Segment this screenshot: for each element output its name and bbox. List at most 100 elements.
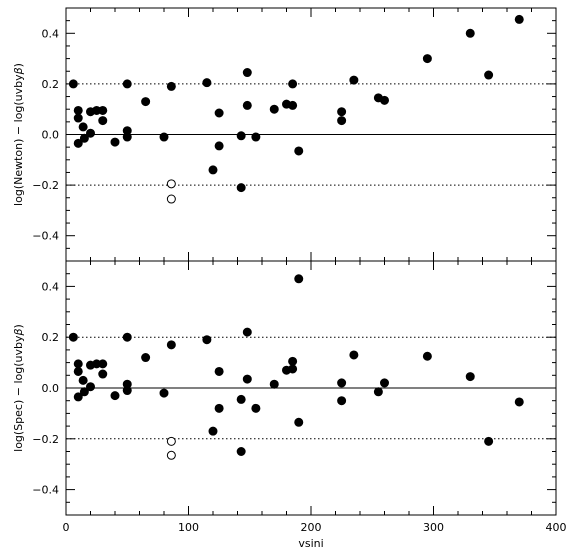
- y-tick-label: −0.4: [32, 484, 59, 497]
- data-point: [288, 100, 298, 110]
- data-point: [202, 335, 212, 345]
- data-point: [236, 394, 246, 404]
- data-point: [79, 387, 89, 397]
- y-axis-label-part: β: [12, 67, 25, 75]
- data-point: [269, 104, 279, 114]
- data-point: [337, 396, 347, 406]
- data-point: [242, 100, 252, 110]
- data-point: [73, 105, 83, 115]
- data-point: [422, 351, 432, 361]
- data-point: [68, 79, 78, 89]
- data-point: [465, 28, 475, 38]
- y-axis-label-part: ): [12, 324, 25, 328]
- data-point: [288, 356, 298, 366]
- data-point: [98, 359, 108, 369]
- x-tick-label: 200: [301, 521, 322, 534]
- y-tick-label: 0.0: [42, 382, 60, 395]
- open-data-point: [166, 179, 176, 189]
- data-point: [251, 403, 261, 413]
- data-point: [349, 350, 359, 360]
- data-point: [159, 388, 169, 398]
- data-point: [98, 105, 108, 115]
- data-point: [86, 382, 95, 392]
- open-data-point: [166, 194, 176, 204]
- data-point: [202, 78, 212, 88]
- data-point: [251, 132, 261, 142]
- data-point: [214, 403, 224, 413]
- data-point: [514, 14, 524, 24]
- open-data-point: [166, 436, 176, 446]
- data-point: [373, 387, 383, 397]
- data-point: [78, 375, 88, 385]
- data-point: [484, 436, 494, 446]
- data-point: [122, 79, 132, 89]
- data-point: [79, 133, 89, 143]
- data-point: [236, 447, 246, 456]
- data-point: [166, 81, 176, 91]
- data-point: [122, 386, 132, 396]
- x-axis-label: vsini: [298, 537, 323, 550]
- panel-2: −0.4 −0.2 0.0 0.2 0.4 0 100 200 300 400 log(Spec) …: [12, 260, 567, 550]
- data-point: [294, 417, 304, 427]
- data-point: [73, 138, 83, 148]
- data-point: [141, 97, 151, 107]
- y-tick-label: 0.2: [42, 78, 60, 91]
- data-point: [214, 141, 224, 151]
- y-axis-label-part: ): [12, 63, 25, 67]
- y-axis-label-part: log(Spec) − log(uvby: [12, 335, 25, 452]
- x-tick-label: 300: [423, 521, 444, 534]
- x-tick-label: 0: [63, 521, 70, 534]
- data-point: [110, 137, 120, 147]
- data-point: [98, 369, 108, 379]
- data-point: [110, 391, 120, 401]
- data-point: [294, 274, 304, 284]
- data-point: [73, 366, 83, 376]
- data-point: [73, 392, 83, 402]
- data-point: [337, 116, 347, 126]
- panel-1: −0.4 −0.2 0.0 0.2 0.4 log(Newton) − log(uvbyβ…: [12, 7, 557, 262]
- y-tick-label: 0.4: [42, 280, 60, 293]
- data-point: [208, 165, 218, 175]
- y-tick-label: −0.2: [32, 433, 59, 446]
- x-tick-label: 100: [178, 521, 199, 534]
- y-tick-label: 0.0: [42, 129, 60, 142]
- y-tick-label: 0.2: [42, 331, 60, 344]
- data-point: [166, 340, 176, 350]
- data-point: [214, 366, 224, 376]
- data-point: [236, 131, 246, 141]
- data-point: [288, 364, 298, 374]
- data-point: [465, 372, 475, 382]
- data-point: [337, 107, 347, 117]
- y-axis-label-part: log(Newton) − log(uvby: [12, 74, 25, 206]
- data-point: [288, 79, 298, 89]
- data-point: [294, 146, 304, 156]
- data-point: [380, 378, 389, 388]
- y-axis-label: log(Newton) − log(uvbyβ): [12, 63, 25, 206]
- x-tick-label: 400: [546, 521, 567, 534]
- data-point: [484, 70, 494, 80]
- data-point: [122, 332, 132, 342]
- data-point: [236, 183, 246, 193]
- data-point: [380, 95, 389, 105]
- y-axis-label-part: β: [12, 328, 25, 336]
- data-point: [73, 113, 83, 123]
- open-data-point: [166, 450, 176, 460]
- data-point: [122, 132, 132, 142]
- data-point: [86, 128, 95, 138]
- y-tick-label: −0.2: [32, 179, 59, 192]
- data-point: [214, 108, 224, 118]
- data-point: [98, 116, 108, 126]
- data-point: [78, 122, 88, 132]
- data-point: [514, 397, 524, 407]
- data-point: [73, 359, 83, 369]
- data-point: [242, 327, 252, 337]
- y-tick-label: −0.4: [32, 230, 59, 243]
- data-point: [269, 379, 279, 389]
- data-point: [242, 68, 252, 78]
- data-point: [337, 378, 347, 388]
- data-point: [242, 374, 252, 384]
- y-axis-label: log(Spec) − log(uvbyβ): [12, 324, 25, 452]
- data-point: [349, 75, 359, 85]
- data-point: [159, 132, 169, 142]
